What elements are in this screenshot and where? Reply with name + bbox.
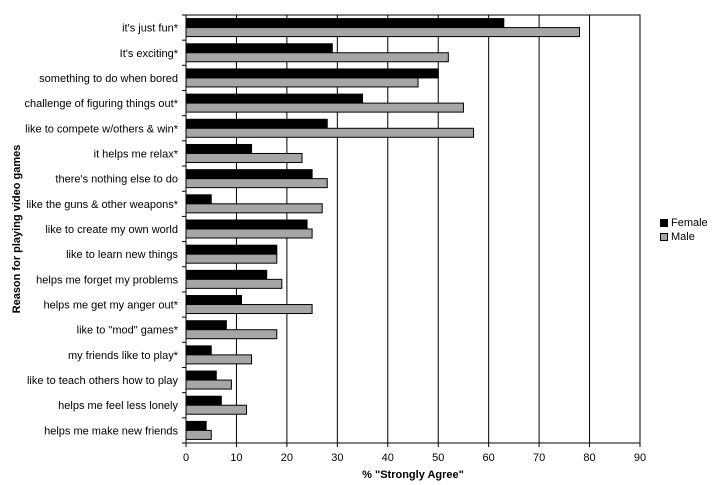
category-label: my friends like to play*: [68, 350, 179, 362]
bar-male: [185, 152, 303, 163]
bar-male: [185, 102, 464, 113]
bar-female: [185, 219, 308, 230]
bar-male: [185, 127, 475, 138]
legend-item-female: Female: [660, 216, 708, 230]
legend-swatch-female: [660, 219, 668, 227]
legend-item-male: Male: [660, 230, 708, 244]
category-label: it helps me relax*: [94, 148, 179, 160]
x-tick-label: 20: [281, 452, 293, 464]
bar-female: [185, 244, 278, 255]
category-label: there's nothing else to do: [55, 174, 178, 186]
category-label: something to do when bored: [39, 73, 178, 85]
bar-female: [185, 43, 333, 54]
x-tick-label: 30: [331, 452, 343, 464]
bar-female: [185, 370, 217, 381]
bar-female: [185, 420, 207, 431]
bar-female: [185, 169, 313, 180]
legend-swatch-male: [660, 233, 668, 241]
x-tick-label: 10: [230, 452, 242, 464]
bar-female: [185, 68, 439, 79]
bar-male: [185, 278, 283, 289]
bar-male: [185, 52, 449, 63]
bar-female: [185, 143, 253, 154]
bar-female: [185, 395, 222, 406]
bar-male: [185, 178, 328, 189]
bar-male: [185, 429, 212, 440]
bar-female: [185, 320, 227, 331]
bar-male: [185, 329, 278, 340]
bar-male: [185, 27, 580, 38]
legend: Female Male: [660, 216, 708, 244]
bar-male: [185, 304, 313, 315]
bar-female: [185, 93, 364, 104]
bar-male: [185, 203, 323, 214]
category-label: like to "mod" games*: [77, 325, 179, 337]
x-axis-label: % "Strongly Agree": [362, 469, 464, 481]
category-label: like to create my own world: [45, 224, 178, 236]
x-tick-label: 70: [533, 452, 545, 464]
bar-female: [185, 269, 268, 280]
x-tick-label: 50: [432, 452, 444, 464]
category-label: like to teach others how to play: [27, 375, 179, 387]
bar-female: [185, 345, 212, 356]
category-label: helps me forget my problems: [36, 274, 178, 286]
bar-male: [185, 77, 419, 88]
x-tick-label: 0: [183, 452, 189, 464]
legend-label-male: Male: [671, 231, 695, 243]
bar-female: [185, 194, 212, 205]
category-label: like to compete w/others & win*: [25, 123, 179, 135]
x-tick-label: 40: [382, 452, 394, 464]
bar-female: [185, 295, 242, 306]
x-tick-label: 60: [483, 452, 495, 464]
category-label: helps me make new friends: [44, 425, 178, 437]
y-axis-label: Reason for playing video games: [11, 145, 23, 314]
category-label: helps me feel less lonely: [58, 400, 178, 412]
bar-male: [185, 354, 253, 365]
category-label: like to learn new things: [66, 249, 178, 261]
x-tick-labels: 0 10 20 30 40 50 60 70 80 90: [183, 452, 646, 464]
bar-female: [185, 118, 328, 129]
bar-male: [185, 228, 313, 239]
category-label: helps me get my anger out*: [43, 300, 178, 312]
category-label: like the guns & other weapons*: [26, 199, 178, 211]
bar-male: [185, 379, 232, 390]
category-label: challenge of figuring things out*: [25, 98, 179, 110]
bars: [185, 18, 580, 440]
category-label: it's just fun*: [122, 23, 179, 35]
bar-male: [185, 404, 248, 415]
x-tick-label: 90: [634, 452, 646, 464]
category-labels: it's just fun* It's exciting* something to…: [25, 23, 179, 438]
bar-female: [185, 18, 505, 29]
x-tick-label: 80: [583, 452, 595, 464]
legend-label-female: Female: [671, 217, 708, 229]
category-label: It's exciting*: [120, 48, 179, 60]
bar-male: [185, 253, 278, 264]
